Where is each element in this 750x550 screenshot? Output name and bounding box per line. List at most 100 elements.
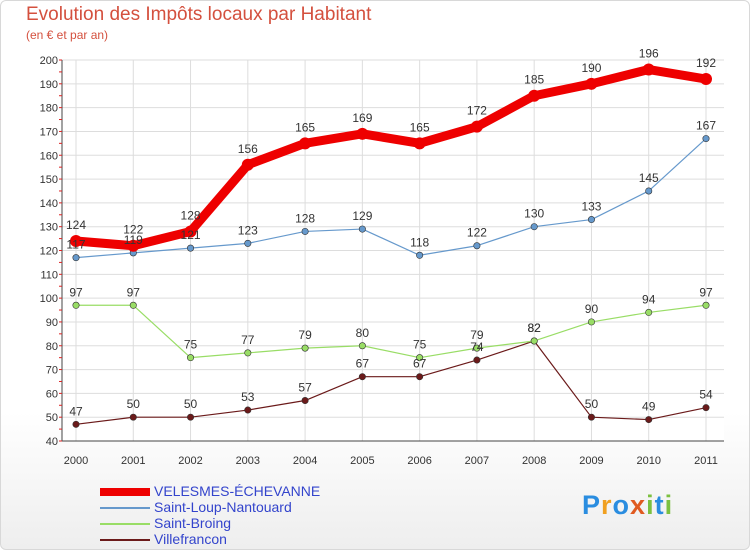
data-point bbox=[70, 234, 82, 247]
y-tick-label: 130 bbox=[40, 222, 58, 234]
logo-letter: o bbox=[612, 490, 631, 520]
data-point bbox=[700, 73, 712, 86]
x-tick-label: 2003 bbox=[236, 455, 260, 467]
x-tick-label: 2009 bbox=[579, 455, 603, 467]
data-label: 156 bbox=[238, 142, 258, 156]
proxiti-logo: Proxiti bbox=[582, 490, 673, 521]
data-label: 79 bbox=[470, 328, 484, 342]
data-point bbox=[184, 225, 197, 238]
data-label: 49 bbox=[642, 400, 656, 414]
logo-letter: P bbox=[582, 490, 602, 520]
data-point bbox=[530, 223, 538, 231]
y-tick-label: 40 bbox=[46, 436, 58, 448]
data-point bbox=[129, 301, 137, 309]
data-label: 97 bbox=[699, 285, 713, 299]
data-label: 94 bbox=[642, 292, 656, 306]
data-label: 165 bbox=[295, 120, 315, 134]
legend-item-villefrancon[interactable]: Villefrancon bbox=[100, 531, 400, 548]
y-tick-label: 190 bbox=[40, 79, 58, 91]
data-point bbox=[358, 373, 366, 381]
data-label: 117 bbox=[66, 238, 85, 252]
data-label: 165 bbox=[410, 120, 430, 134]
legend-item-velesmes[interactable]: VELESMES-ÉCHEVANNE bbox=[100, 483, 400, 500]
data-label: 190 bbox=[581, 61, 601, 75]
data-point bbox=[413, 137, 426, 150]
data-point bbox=[356, 127, 369, 140]
data-point bbox=[416, 251, 424, 259]
data-point bbox=[127, 239, 140, 252]
y-tick-label: 60 bbox=[46, 388, 58, 400]
data-point bbox=[473, 344, 481, 352]
data-label: 122 bbox=[467, 226, 487, 240]
x-tick-label: 2004 bbox=[293, 455, 317, 467]
data-point bbox=[299, 137, 312, 150]
y-tick-label: 180 bbox=[40, 103, 58, 115]
data-label: 167 bbox=[696, 119, 716, 133]
data-label: 133 bbox=[581, 200, 601, 214]
data-point bbox=[244, 239, 252, 247]
data-point bbox=[473, 242, 481, 250]
data-point bbox=[187, 413, 195, 421]
series-line-1 bbox=[75, 137, 707, 259]
legend-swatch bbox=[100, 539, 150, 541]
data-label: 124 bbox=[66, 218, 86, 232]
data-point bbox=[358, 342, 366, 350]
y-tick-label: 110 bbox=[40, 269, 58, 281]
data-label: 82 bbox=[528, 321, 542, 335]
data-label: 77 bbox=[241, 333, 255, 347]
data-label: 74 bbox=[470, 340, 484, 354]
data-point bbox=[358, 225, 366, 233]
y-tick-label: 90 bbox=[46, 317, 58, 329]
data-label: 67 bbox=[356, 357, 370, 371]
data-point bbox=[241, 158, 254, 171]
y-tick-label: 100 bbox=[40, 293, 58, 305]
data-label: 130 bbox=[524, 207, 544, 221]
data-label: 196 bbox=[639, 47, 659, 61]
legend-label: Saint-Loup-Nantouard bbox=[154, 499, 292, 515]
data-label: 50 bbox=[585, 397, 599, 411]
data-label: 67 bbox=[413, 357, 427, 371]
y-tick-label: 80 bbox=[46, 341, 58, 353]
data-point bbox=[244, 349, 252, 357]
y-tick-label: 140 bbox=[40, 198, 58, 210]
data-point bbox=[187, 354, 195, 362]
data-label: 75 bbox=[184, 338, 198, 352]
logo-letter: i bbox=[646, 490, 655, 520]
legend-label: Villefrancon bbox=[154, 531, 227, 547]
data-label: 118 bbox=[410, 235, 429, 249]
data-point bbox=[702, 301, 710, 309]
y-tick-label: 70 bbox=[46, 365, 58, 377]
legend-item-saint-broing[interactable]: Saint-Broing bbox=[100, 515, 400, 532]
data-label: 79 bbox=[298, 328, 312, 342]
data-point bbox=[244, 406, 252, 414]
y-tick-label: 200 bbox=[40, 55, 58, 67]
series-line-0 bbox=[71, 65, 711, 251]
logo-letter: r bbox=[601, 490, 613, 520]
x-tick-label: 2011 bbox=[694, 455, 718, 467]
data-point bbox=[645, 187, 653, 195]
data-label: 53 bbox=[241, 390, 255, 404]
data-label: 121 bbox=[181, 228, 201, 242]
data-label: 129 bbox=[352, 209, 372, 223]
data-point bbox=[587, 318, 595, 326]
data-point bbox=[301, 344, 309, 352]
data-point bbox=[645, 308, 653, 316]
logo-letter: x bbox=[630, 490, 647, 520]
legend-item-saint-loup[interactable]: Saint-Loup-Nantouard bbox=[100, 499, 400, 516]
x-tick-label: 2007 bbox=[465, 455, 489, 467]
data-point bbox=[301, 227, 309, 235]
data-label: 80 bbox=[356, 326, 370, 340]
chart-subtitle: (en € et par an) bbox=[26, 28, 109, 42]
data-label: 172 bbox=[467, 104, 487, 118]
data-point bbox=[129, 413, 137, 421]
data-label: 169 bbox=[352, 111, 372, 125]
x-tick-label: 2008 bbox=[522, 455, 546, 467]
data-label: 145 bbox=[639, 171, 659, 185]
data-point bbox=[473, 356, 481, 364]
x-tick-label: 2001 bbox=[121, 455, 145, 467]
data-point bbox=[642, 63, 655, 76]
data-point bbox=[587, 216, 595, 224]
data-point bbox=[72, 301, 80, 309]
data-point bbox=[702, 404, 710, 412]
data-point bbox=[585, 77, 598, 90]
